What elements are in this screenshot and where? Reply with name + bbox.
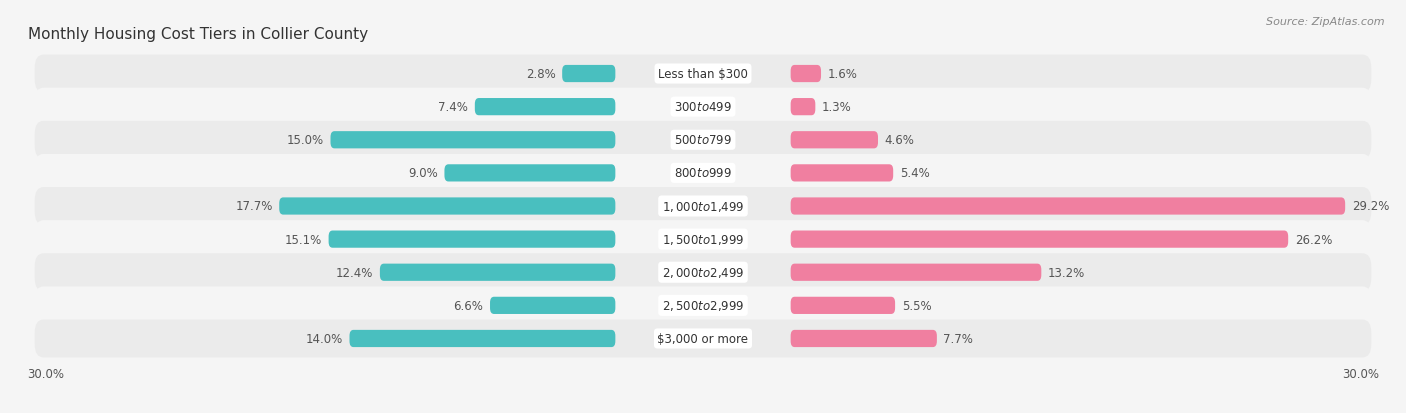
FancyBboxPatch shape	[444, 165, 616, 182]
FancyBboxPatch shape	[790, 297, 896, 314]
Text: $800 to $999: $800 to $999	[673, 167, 733, 180]
FancyBboxPatch shape	[35, 154, 1371, 192]
Text: $1,500 to $1,999: $1,500 to $1,999	[662, 233, 744, 247]
Text: 17.7%: 17.7%	[235, 200, 273, 213]
FancyBboxPatch shape	[475, 99, 616, 116]
Text: Less than $300: Less than $300	[658, 68, 748, 81]
FancyBboxPatch shape	[790, 165, 893, 182]
FancyBboxPatch shape	[35, 88, 1371, 126]
Text: $300 to $499: $300 to $499	[673, 101, 733, 114]
FancyBboxPatch shape	[790, 264, 1042, 281]
FancyBboxPatch shape	[280, 198, 616, 215]
Text: $2,500 to $2,999: $2,500 to $2,999	[662, 299, 744, 313]
Text: 29.2%: 29.2%	[1351, 200, 1389, 213]
Text: 6.6%: 6.6%	[454, 299, 484, 312]
FancyBboxPatch shape	[790, 330, 936, 347]
Text: 2.8%: 2.8%	[526, 68, 555, 81]
FancyBboxPatch shape	[35, 188, 1371, 225]
Text: 15.1%: 15.1%	[285, 233, 322, 246]
FancyBboxPatch shape	[35, 287, 1371, 325]
Text: 7.7%: 7.7%	[943, 332, 973, 345]
FancyBboxPatch shape	[562, 66, 616, 83]
Text: $3,000 or more: $3,000 or more	[658, 332, 748, 345]
FancyBboxPatch shape	[491, 297, 616, 314]
Text: $500 to $799: $500 to $799	[673, 134, 733, 147]
Text: Source: ZipAtlas.com: Source: ZipAtlas.com	[1267, 17, 1385, 26]
FancyBboxPatch shape	[330, 132, 616, 149]
FancyBboxPatch shape	[790, 99, 815, 116]
FancyBboxPatch shape	[35, 55, 1371, 93]
Text: 14.0%: 14.0%	[305, 332, 343, 345]
Text: 9.0%: 9.0%	[408, 167, 437, 180]
Text: $1,000 to $1,499: $1,000 to $1,499	[662, 199, 744, 214]
FancyBboxPatch shape	[329, 231, 616, 248]
Text: Monthly Housing Cost Tiers in Collier County: Monthly Housing Cost Tiers in Collier Co…	[28, 26, 368, 41]
Text: 1.6%: 1.6%	[828, 68, 858, 81]
FancyBboxPatch shape	[35, 320, 1371, 358]
FancyBboxPatch shape	[790, 132, 877, 149]
FancyBboxPatch shape	[790, 231, 1288, 248]
FancyBboxPatch shape	[35, 221, 1371, 259]
FancyBboxPatch shape	[380, 264, 616, 281]
FancyBboxPatch shape	[35, 121, 1371, 159]
Text: 5.5%: 5.5%	[901, 299, 931, 312]
Text: 1.3%: 1.3%	[823, 101, 852, 114]
Text: 4.6%: 4.6%	[884, 134, 914, 147]
FancyBboxPatch shape	[35, 254, 1371, 292]
FancyBboxPatch shape	[790, 198, 1346, 215]
Text: 15.0%: 15.0%	[287, 134, 323, 147]
Text: 12.4%: 12.4%	[336, 266, 374, 279]
Text: 26.2%: 26.2%	[1295, 233, 1331, 246]
Text: 5.4%: 5.4%	[900, 167, 929, 180]
Text: 13.2%: 13.2%	[1047, 266, 1085, 279]
FancyBboxPatch shape	[350, 330, 616, 347]
FancyBboxPatch shape	[790, 66, 821, 83]
Text: 7.4%: 7.4%	[439, 101, 468, 114]
Text: $2,000 to $2,499: $2,000 to $2,499	[662, 266, 744, 280]
